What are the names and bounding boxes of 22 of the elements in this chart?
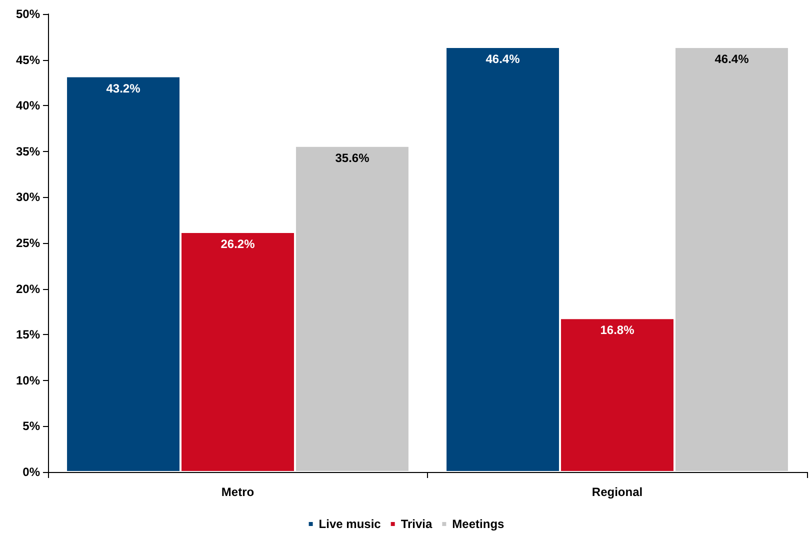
legend-label: Trivia [400, 517, 433, 531]
data-label: 46.4% [486, 52, 520, 66]
y-tick-label: 20% [16, 282, 40, 296]
data-label: 35.6% [335, 150, 370, 165]
y-tick-label: 45% [16, 52, 40, 67]
y-tick-label: 30% [16, 190, 40, 204]
y-tick-label: 0% [22, 465, 40, 479]
y-tick-label: 15% [16, 328, 40, 342]
y-tick-label: 35% [16, 144, 40, 158]
y-tick-label: 25% [16, 236, 40, 250]
x-tick-label: Metro [221, 485, 254, 499]
y-tick-label: 50% [16, 7, 40, 21]
x-tick-label: Regional [592, 485, 643, 499]
data-label: 16.8% [600, 323, 635, 338]
y-tick-label: 10% [16, 373, 40, 388]
data-label: 43.2% [106, 81, 141, 96]
y-tick-label: 40% [16, 98, 40, 113]
y-tick-label: 5% [22, 419, 40, 434]
legend-label: Meetings [452, 517, 505, 531]
data-label: 26.2% [220, 237, 256, 252]
data-label: 46.4% [714, 52, 750, 66]
legend-label: Live music [318, 517, 382, 531]
